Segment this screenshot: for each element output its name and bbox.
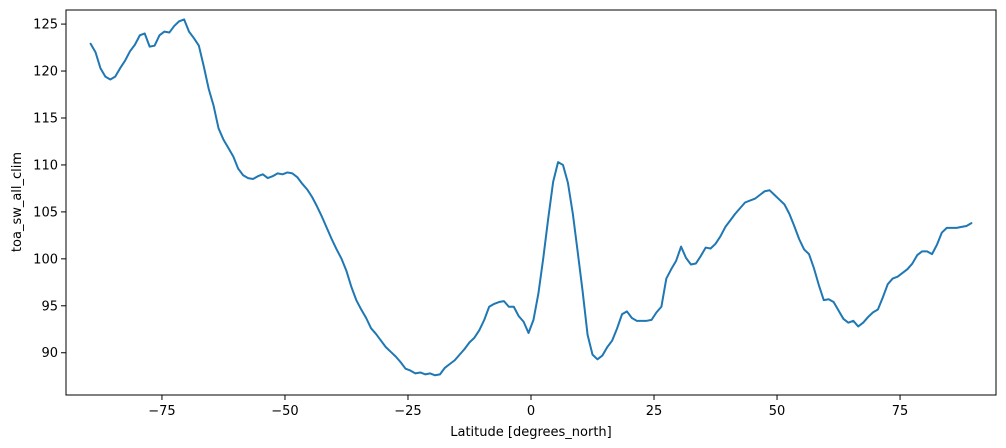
x-tick-label: 50 [769, 404, 786, 419]
y-tick-label: 120 [33, 65, 58, 80]
x-tick-label: 75 [892, 404, 909, 419]
x-tick-label: −75 [148, 404, 175, 419]
y-tick-label: 90 [41, 346, 58, 361]
x-tick-label: 0 [527, 404, 535, 419]
x-tick-label: 25 [646, 404, 663, 419]
y-tick-label: 115 [33, 111, 58, 126]
y-tick-label: 95 [41, 299, 58, 314]
x-axis-ticks: −75 −50 −25 0 25 50 75 [148, 395, 908, 419]
x-tick-label: −25 [394, 404, 421, 419]
y-tick-label: 110 [33, 158, 58, 173]
y-tick-label: 100 [33, 252, 58, 267]
x-tick-label: −50 [271, 404, 298, 419]
x-axis-label: Latitude [degrees_north] [450, 425, 611, 440]
y-tick-label: 105 [33, 205, 58, 220]
y-axis-ticks: 90 95 100 105 110 115 120 125 [33, 18, 66, 361]
plot-area [65, 9, 997, 396]
y-axis-label: toa_sw_all_clim [10, 152, 25, 252]
series-line [89, 18, 973, 377]
y-tick-label: 125 [33, 18, 58, 33]
axes-frame [65, 9, 997, 396]
